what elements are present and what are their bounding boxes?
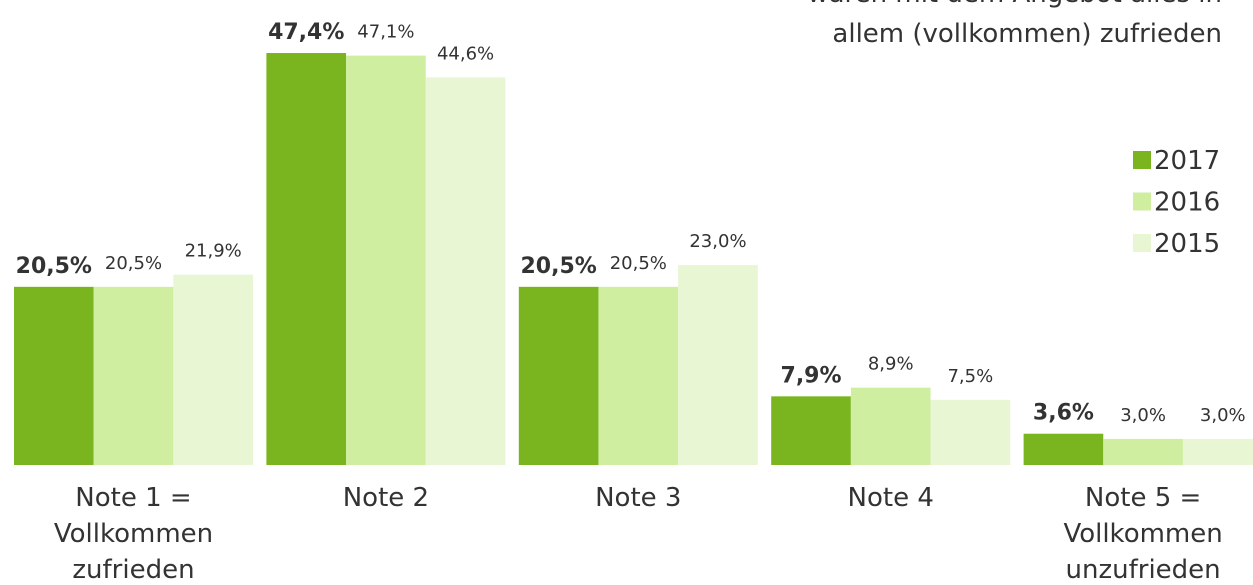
- value-label: 20,5%: [520, 254, 596, 279]
- legend-label: 2017: [1154, 146, 1220, 176]
- value-label: 20,5%: [105, 253, 162, 274]
- bar: [14, 286, 94, 465]
- value-label: 20,5%: [610, 253, 667, 274]
- value-label: 7,9%: [781, 363, 842, 388]
- bar: [425, 77, 506, 466]
- legend-label: 2015: [1154, 229, 1220, 259]
- bar: [346, 55, 426, 466]
- value-label: 7,5%: [947, 366, 993, 387]
- bar: [930, 399, 1011, 465]
- x-tick-label: Note 3: [595, 483, 681, 513]
- value-label: 23,0%: [689, 231, 746, 252]
- legend-swatch: [1133, 151, 1151, 169]
- legend-label: 2016: [1154, 188, 1220, 218]
- value-label: 47,1%: [357, 22, 414, 43]
- value-label: 3,0%: [1200, 405, 1246, 426]
- bar: [678, 265, 758, 465]
- x-tick-label: Note 2: [343, 483, 429, 513]
- x-tick-label: Note 4: [848, 483, 934, 513]
- x-tick-label: Note 5 = Vollkommen unzufrieden: [1063, 483, 1222, 585]
- bar: [1103, 438, 1183, 465]
- legend-swatch: [1133, 192, 1151, 211]
- value-label: 3,0%: [1120, 405, 1166, 426]
- annotation: waren mit dem Angebot alles in: [807, 0, 1222, 9]
- value-label: 3,6%: [1033, 401, 1094, 426]
- value-label: 47,4%: [268, 20, 344, 45]
- bar: [93, 286, 174, 465]
- bar: [771, 396, 851, 465]
- bar: [266, 53, 347, 466]
- value-label: 21,9%: [185, 241, 242, 262]
- value-label: 8,9%: [868, 354, 914, 375]
- bar: [598, 286, 679, 465]
- annotation: allem (vollkommen) zufrieden: [832, 19, 1222, 49]
- value-label: 20,5%: [16, 254, 92, 279]
- legend-swatch: [1133, 234, 1151, 252]
- x-tick-label: Note 1 = Vollkommen zufrieden: [54, 483, 213, 585]
- bar: [1023, 433, 1104, 465]
- bar: [850, 387, 931, 465]
- value-label: 44,6%: [437, 43, 494, 64]
- bar: [1182, 438, 1253, 465]
- bar: [518, 286, 599, 465]
- bar: [173, 274, 253, 465]
